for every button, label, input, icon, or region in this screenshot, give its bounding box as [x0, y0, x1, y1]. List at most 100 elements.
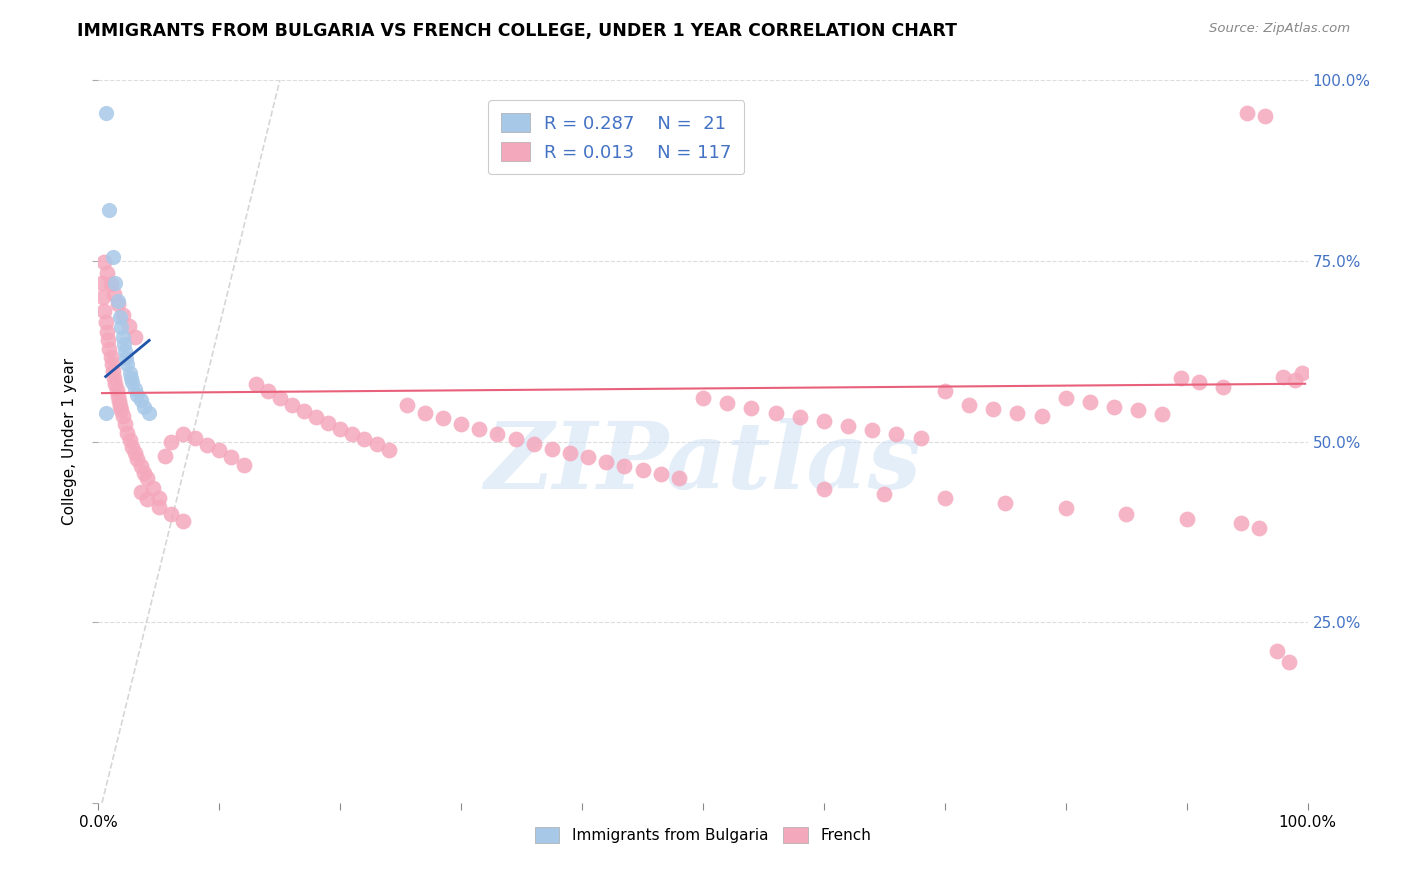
Point: [558, 446, 581, 460]
Point: [1249, 521, 1271, 535]
Y-axis label: College, Under 1 year: College, Under 1 year: [62, 358, 77, 525]
Point: [413, 406, 436, 420]
Point: [813, 482, 835, 496]
Point: [148, 500, 170, 514]
Point: [1054, 501, 1077, 516]
Point: [104, 376, 127, 391]
Point: [505, 433, 527, 447]
Point: [172, 427, 194, 442]
Point: [269, 391, 291, 405]
Point: [873, 486, 896, 500]
Point: [1102, 400, 1125, 414]
Point: [1272, 369, 1295, 384]
Text: ZIPatlas: ZIPatlas: [485, 418, 921, 508]
Point: [118, 366, 141, 380]
Point: [129, 485, 152, 500]
Point: [108, 394, 131, 409]
Point: [432, 411, 454, 425]
Point: [613, 459, 636, 474]
Point: [118, 318, 141, 333]
Point: [105, 383, 128, 397]
Point: [124, 330, 146, 344]
Point: [135, 470, 157, 484]
Point: [129, 393, 152, 408]
Point: [1236, 105, 1258, 120]
Point: [523, 436, 546, 450]
Point: [837, 418, 859, 433]
Point: [957, 398, 980, 412]
Point: [595, 455, 617, 469]
Point: [134, 400, 156, 414]
Point: [97, 334, 120, 348]
Point: [221, 450, 243, 465]
Point: [450, 417, 472, 432]
Point: [1031, 409, 1053, 424]
Point: [127, 387, 149, 401]
Point: [1254, 110, 1277, 124]
Point: [148, 491, 170, 505]
Point: [107, 297, 129, 311]
Point: [94, 315, 117, 329]
Point: [135, 492, 157, 507]
Point: [981, 402, 1004, 417]
Point: [281, 398, 304, 412]
Point: [124, 446, 146, 460]
Point: [468, 422, 491, 436]
Point: [138, 406, 160, 420]
Point: [208, 443, 231, 458]
Point: [1188, 376, 1211, 390]
Point: [184, 431, 207, 445]
Point: [134, 466, 156, 480]
Point: [1278, 655, 1301, 669]
Point: [860, 423, 883, 437]
Point: [1054, 391, 1077, 405]
Point: [292, 404, 315, 418]
Point: [765, 406, 787, 420]
Point: [114, 417, 136, 432]
Point: [1152, 407, 1174, 421]
Point: [1284, 373, 1306, 387]
Point: [93, 255, 115, 269]
Point: [100, 350, 122, 364]
Point: [96, 266, 118, 280]
Point: [245, 376, 267, 391]
Point: [813, 414, 835, 428]
Point: [98, 203, 121, 218]
Point: [1212, 379, 1234, 393]
Point: [994, 496, 1017, 510]
Point: [576, 450, 599, 465]
Point: [160, 507, 183, 521]
Legend: Immigrants from Bulgaria, French: Immigrants from Bulgaria, French: [529, 822, 877, 849]
Point: [110, 403, 132, 417]
Point: [172, 514, 194, 528]
Point: [1115, 507, 1137, 521]
Point: [910, 431, 932, 445]
Point: [789, 409, 811, 424]
Point: [112, 337, 135, 351]
Point: [540, 442, 562, 456]
Point: [101, 364, 124, 378]
Point: [232, 458, 254, 472]
Point: [110, 320, 132, 334]
Point: [121, 376, 143, 390]
Point: [650, 467, 672, 481]
Point: [1267, 644, 1289, 658]
Point: [886, 426, 908, 441]
Point: [117, 357, 139, 371]
Point: [111, 409, 134, 423]
Point: [120, 371, 142, 385]
Text: IMMIGRANTS FROM BULGARIA VS FRENCH COLLEGE, UNDER 1 YEAR CORRELATION CHART: IMMIGRANTS FROM BULGARIA VS FRENCH COLLE…: [77, 22, 957, 40]
Point: [91, 276, 114, 290]
Point: [94, 105, 117, 120]
Point: [1128, 403, 1150, 417]
Point: [111, 308, 134, 322]
Point: [117, 425, 139, 440]
Point: [108, 310, 131, 325]
Point: [104, 276, 127, 290]
Point: [107, 293, 129, 308]
Point: [395, 398, 418, 412]
Point: [93, 304, 115, 318]
Point: [108, 399, 131, 413]
Point: [1007, 406, 1029, 420]
Point: [100, 277, 122, 291]
